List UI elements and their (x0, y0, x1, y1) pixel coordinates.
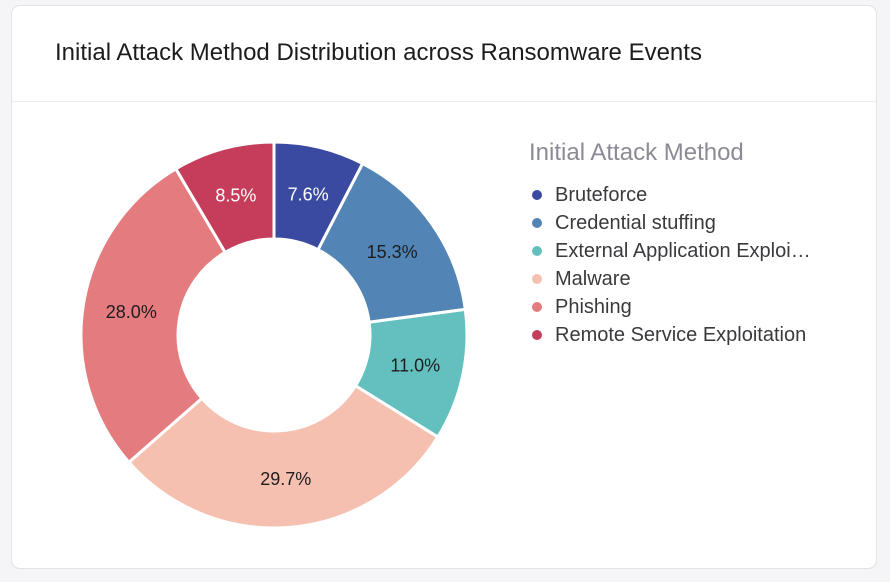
chart-legend: Initial Attack Method Bruteforce Credenti… (529, 139, 869, 349)
chart-card: Initial Attack Method Distribution acros… (11, 5, 877, 569)
legend-item[interactable]: Credential stuffing (529, 209, 869, 237)
slice-label: 8.5% (215, 186, 256, 206)
donut-chart: 7.6% 15.3% 11.0% 29.7% 28.0% 8.5% (79, 140, 469, 530)
legend-label: Bruteforce (555, 183, 648, 206)
donut-slice-phishing[interactable] (79, 166, 228, 465)
legend-items: Bruteforce Credential stuffing External Ap… (529, 181, 869, 349)
donut-slice-remote-service-exploitation[interactable] (173, 140, 276, 255)
legend-title: Initial Attack Method (529, 139, 744, 166)
donut-slice-credential-stuffing[interactable] (316, 161, 467, 324)
donut-slice-malware[interactable] (126, 383, 440, 530)
legend-dot-icon (532, 246, 542, 256)
chart-title: Initial Attack Method Distribution acros… (55, 39, 702, 66)
legend-dot-icon (532, 274, 542, 284)
slice-label: 7.6% (288, 185, 329, 205)
legend-label: External Application Exploi… (555, 239, 811, 262)
slice-label: 28.0% (106, 302, 157, 322)
slice-label: 15.3% (367, 242, 418, 262)
legend-label: Malware (555, 267, 631, 290)
slice-label: 11.0% (390, 355, 440, 375)
legend-item[interactable]: Bruteforce (529, 181, 869, 209)
legend-label: Credential stuffing (555, 211, 716, 234)
legend-dot-icon (532, 218, 542, 228)
card-header: Initial Attack Method Distribution acros… (12, 6, 876, 102)
legend-label: Phishing (555, 295, 632, 318)
legend-item[interactable]: Malware (529, 265, 869, 293)
legend-item[interactable]: Phishing (529, 293, 869, 321)
legend-item[interactable]: External Application Exploi… (529, 237, 869, 265)
slice-label: 29.7% (260, 469, 311, 489)
legend-dot-icon (532, 190, 542, 200)
legend-dot-icon (532, 302, 542, 312)
legend-item[interactable]: Remote Service Exploitation (529, 321, 869, 349)
legend-label: Remote Service Exploitation (555, 323, 807, 346)
legend-dot-icon (532, 330, 542, 340)
